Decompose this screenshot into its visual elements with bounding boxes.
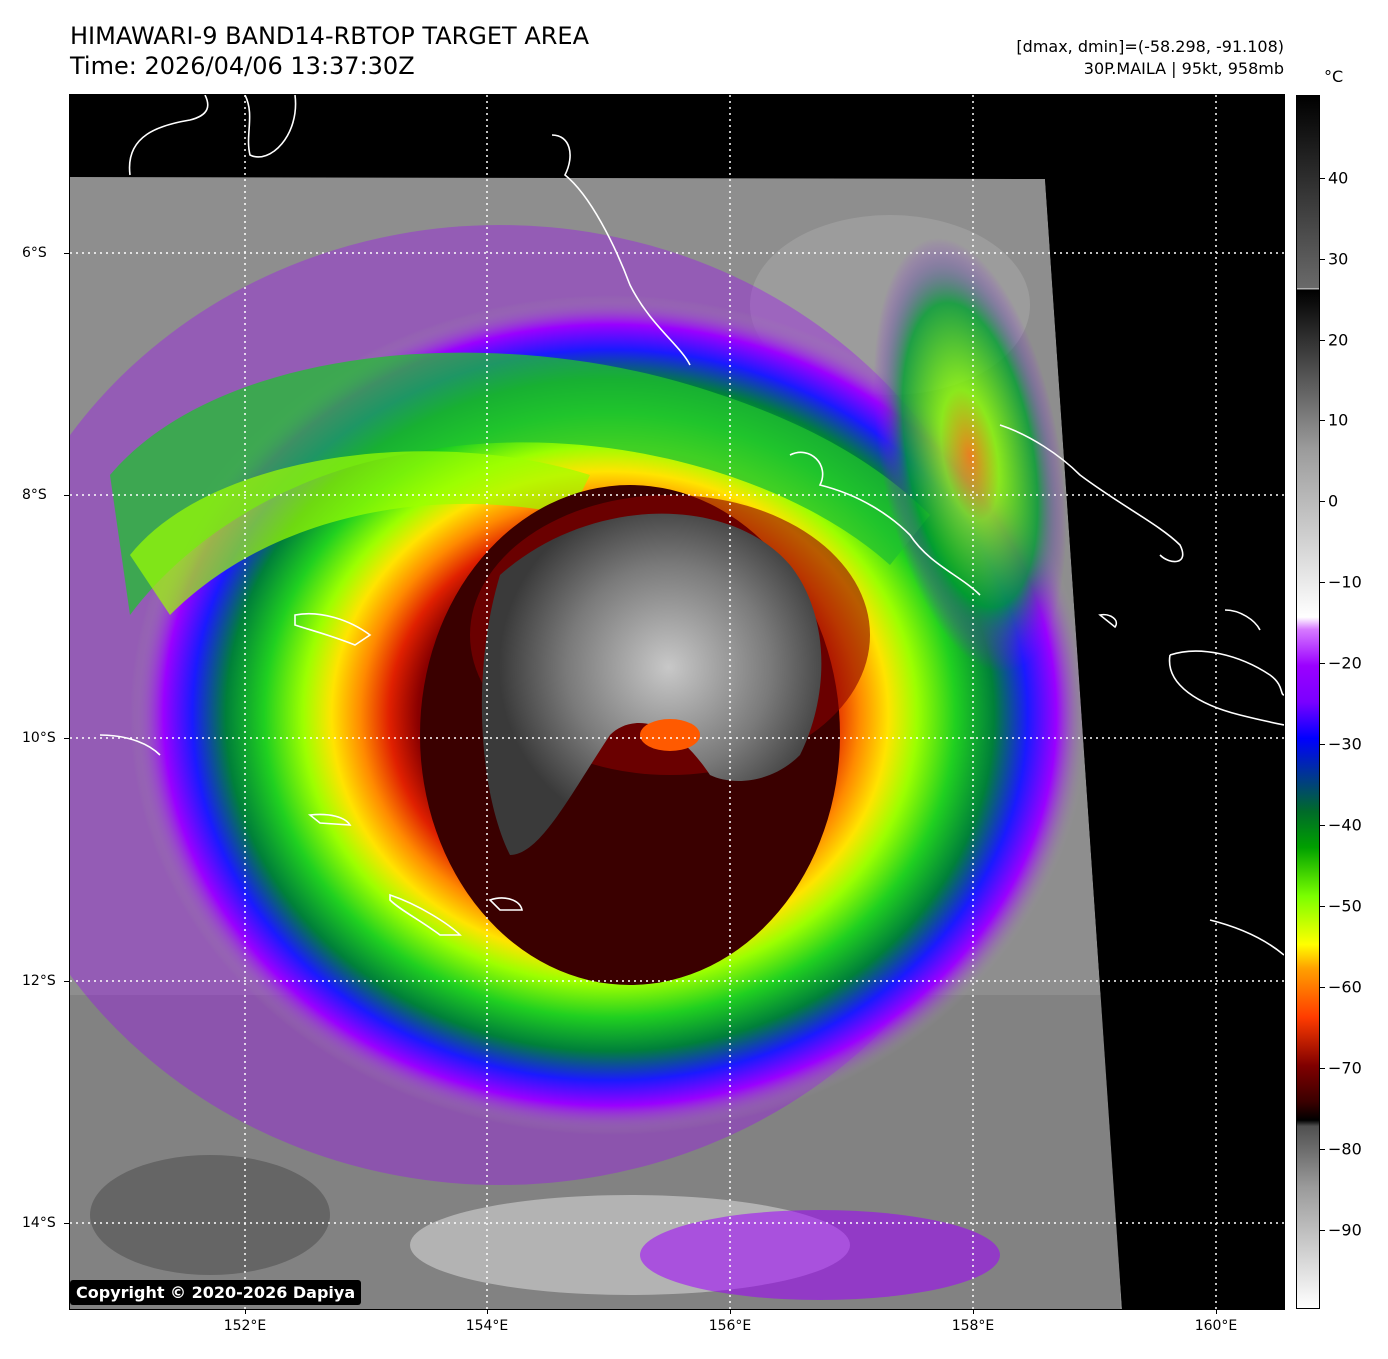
- northern-spiral-band: [110, 352, 930, 615]
- copyright-badge: Copyright © 2020-2026 Dapiya: [70, 1280, 362, 1305]
- colorbar-label: −20: [1328, 653, 1362, 673]
- lon-label-160e: 160°E: [1194, 1318, 1238, 1334]
- chart-title: HIMAWARI-9 BAND14-RBTOP TARGET AREA: [70, 22, 590, 50]
- lat-tick: [64, 981, 70, 982]
- colorbar-tick: [1320, 178, 1325, 179]
- lon-label-158e: 158°E: [951, 1318, 995, 1334]
- coastline-rossel: [389, 893, 462, 936]
- colorbar-label: −10: [1328, 572, 1362, 592]
- lon-tick: [245, 1309, 246, 1314]
- coastline-woodlark: [294, 612, 372, 646]
- coastline-milne-bay: [99, 734, 161, 756]
- colorbar-label: −70: [1328, 1058, 1362, 1078]
- colorbar-label: 10: [1328, 410, 1349, 430]
- lon-tick: [1216, 1309, 1217, 1314]
- coastline-islet-ne: [1224, 609, 1261, 631]
- colorbar-label: 0: [1328, 491, 1339, 511]
- colorbar-tick: [1320, 663, 1325, 664]
- storm-info-text: 30P.MAILA | 95kt, 958mb: [1083, 59, 1284, 78]
- colorbar-label: 20: [1328, 330, 1349, 350]
- colorbar-tick: [1320, 987, 1325, 988]
- colorbar-label: −50: [1328, 896, 1362, 916]
- colorbar-tick: [1320, 259, 1325, 260]
- colorbar-label: −80: [1328, 1139, 1362, 1159]
- colorbar-tick: [1320, 744, 1325, 745]
- lat-label-10s: 10°S: [22, 730, 56, 746]
- coastline-islet: [488, 897, 523, 911]
- central-overcast: [481, 513, 822, 855]
- colorbar-label: −30: [1328, 734, 1362, 754]
- coastline-new-britain: [244, 95, 297, 158]
- temperature-colorbar: [1296, 95, 1320, 1309]
- colorbar-tick: [1320, 420, 1325, 421]
- lat-tick: [64, 253, 70, 254]
- lon-label-156e: 156°E: [708, 1318, 752, 1334]
- northeast-band: [873, 237, 1067, 673]
- satellite-map: [70, 95, 1284, 1309]
- lat-tick: [64, 738, 70, 739]
- coastline-islet-east: [1098, 613, 1118, 629]
- lat-label-6s: 6°S: [22, 245, 47, 261]
- colorbar-tick: [1320, 906, 1325, 907]
- lon-label-152e: 152°E: [223, 1318, 267, 1334]
- coastline-makira: [1209, 919, 1284, 956]
- lat-label-12s: 12°S: [22, 973, 56, 989]
- satellite-imagery: [70, 95, 1284, 1309]
- no-data-north: [70, 95, 1284, 177]
- colorbar-tick: [1320, 1230, 1325, 1231]
- eye-feature: [640, 719, 700, 751]
- temperature-range-text: [dmax, dmin]=(-58.298, -91.108): [1016, 37, 1284, 56]
- coastline-choiseul: [789, 451, 981, 596]
- colorbar-tick: [1320, 340, 1325, 341]
- gridlines: [70, 95, 1284, 1309]
- lon-tick: [973, 1309, 974, 1314]
- colorbar-tick: [1320, 825, 1325, 826]
- colorbar-unit: °C: [1324, 67, 1344, 86]
- coastline-misima: [307, 813, 352, 826]
- colorbar-label: −60: [1328, 977, 1362, 997]
- no-data-region: [1045, 179, 1284, 1309]
- lat-tick: [64, 1223, 70, 1224]
- colorbar-tick: [1320, 582, 1325, 583]
- chart-timestamp: Time: 2026/04/06 13:37:30Z: [70, 52, 415, 80]
- colorbar-tick: [1320, 1068, 1325, 1069]
- colorbar-label: −90: [1328, 1220, 1362, 1240]
- lon-tick: [487, 1309, 488, 1314]
- lon-label-154e: 154°E: [465, 1318, 509, 1334]
- coastline-bougainville: [551, 134, 691, 366]
- colorbar-tick: [1320, 1149, 1325, 1150]
- coastline-santa-isabel: [999, 424, 1184, 563]
- colorbar-tick: [1320, 501, 1325, 502]
- colorbar-label: −40: [1328, 815, 1362, 835]
- coastline-guadalcanal: [1168, 650, 1284, 726]
- coastlines: [99, 95, 1284, 956]
- southwest-clouds: [90, 1155, 330, 1275]
- lat-tick: [64, 495, 70, 496]
- lat-label-14s: 14°S: [22, 1215, 56, 1231]
- coastline-new-guinea: [128, 95, 209, 176]
- lat-label-8s: 8°S: [22, 487, 47, 503]
- lon-tick: [730, 1309, 731, 1314]
- colorbar-label: 30: [1328, 249, 1349, 269]
- colorbar-label: 40: [1328, 168, 1349, 188]
